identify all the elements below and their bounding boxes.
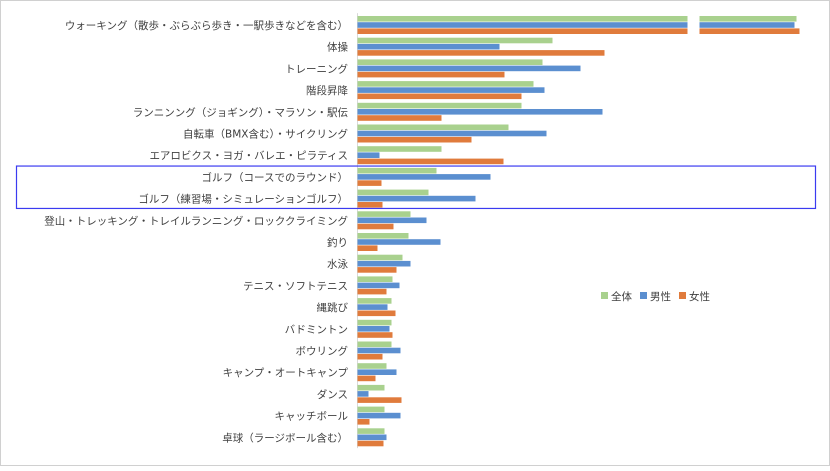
bar-女性	[357, 50, 605, 56]
category-label: エアロビクス・ヨガ・バレエ・ピラティス	[149, 150, 348, 162]
bar-女性	[357, 375, 376, 382]
bar-男性-segment	[699, 22, 795, 28]
category-label: 卓球（ラージボール含む）	[222, 431, 348, 444]
category-label: キャッチボール	[275, 411, 349, 423]
bar-女性	[357, 202, 383, 208]
category-label: 水泳	[327, 258, 348, 271]
bar-女性-segment	[357, 28, 688, 34]
highlight-box	[15, 165, 817, 210]
legend-label: 全体	[611, 290, 632, 303]
bar-全体	[357, 167, 437, 174]
legend-label: 男性	[650, 290, 671, 303]
bar-女性	[357, 353, 383, 360]
bar-男性-segment	[357, 22, 688, 28]
bar-女性	[357, 115, 442, 121]
bar-女性	[357, 332, 393, 338]
bar-男性	[357, 434, 387, 441]
bar-全体	[357, 406, 385, 413]
bar-男性	[357, 195, 476, 202]
bar-男性	[357, 304, 388, 310]
axis-break-mark	[687, 15, 700, 39]
bar-全体	[357, 81, 534, 87]
bar-女性	[357, 419, 370, 425]
bar-女性	[357, 397, 402, 403]
bar-男性	[357, 43, 500, 50]
bar-全体	[357, 428, 385, 434]
bar-全体	[357, 233, 409, 239]
bar-女性	[357, 245, 378, 251]
bar-男性	[357, 326, 390, 332]
bar-男性	[357, 152, 380, 158]
bar-女性	[357, 223, 394, 230]
category-label: ゴルフ（練習場・シミュレーションゴルフ）	[138, 193, 348, 206]
category-label: 縄跳び	[317, 301, 349, 314]
bar-全体	[357, 363, 387, 369]
bar-女性	[357, 288, 387, 295]
legend-label: 女性	[689, 290, 710, 303]
bar-男性	[357, 412, 401, 419]
bar-全体	[357, 146, 442, 152]
bar-全体	[357, 384, 385, 391]
category-label: 釣り	[327, 236, 348, 249]
bar-男性	[357, 109, 603, 115]
category-label: ダンス	[317, 388, 348, 401]
category-label: キャンプ・オートキャンプ	[223, 367, 349, 379]
bar-全体	[357, 102, 522, 109]
bar-男性	[357, 369, 397, 375]
legend-swatch	[679, 292, 686, 299]
category-label: ウォーキング（散歩・ぶらぶら歩き・一駅歩きなどを含む）	[65, 19, 348, 32]
category-label: 階段昇降	[306, 84, 348, 97]
bar-全体	[357, 319, 392, 326]
bar-全体-segment	[699, 16, 797, 22]
category-label: バドミントン	[285, 324, 348, 336]
bar-女性	[357, 71, 505, 78]
bar-男性	[357, 282, 400, 289]
bar-女性	[357, 180, 382, 186]
bar-女性	[357, 310, 396, 317]
bar-男性	[357, 347, 401, 354]
bar-女性	[357, 93, 522, 100]
category-label: トレーニング	[285, 62, 348, 75]
bar-全体	[357, 254, 403, 261]
bar-男性	[357, 174, 491, 180]
bar-全体	[357, 59, 543, 65]
bar-男性	[357, 391, 369, 397]
bar-女性	[357, 440, 384, 447]
bar-男性	[357, 217, 427, 224]
legend-swatch	[640, 292, 647, 299]
bar-女性	[357, 267, 397, 273]
bar-全体	[357, 189, 429, 196]
bar-全体	[357, 37, 553, 44]
bar-全体	[357, 124, 509, 131]
bar-男性	[357, 130, 547, 137]
category-label: 体操	[327, 41, 348, 54]
bar-全体	[357, 298, 392, 304]
bar-全体	[357, 341, 392, 348]
category-label: ボウリング	[296, 345, 349, 358]
bar-男性	[357, 239, 441, 245]
bar-全体	[357, 211, 411, 217]
bar-女性	[357, 136, 472, 143]
bar-全体-segment	[357, 16, 688, 22]
legend-swatch	[601, 292, 608, 299]
bar-男性	[357, 260, 411, 267]
bar-男性	[357, 65, 581, 72]
category-label: 登山・トレッキング・トレイルランニング・ロッククライミング	[44, 214, 348, 227]
category-label: 自転車（BMX含む）・サイクリング	[183, 128, 348, 141]
category-label: ゴルフ（コースでのラウンド）	[202, 171, 348, 184]
category-label: テニス・ソフトテニス	[243, 280, 348, 292]
bar-男性	[357, 87, 545, 93]
bar-女性-segment	[699, 28, 800, 34]
category-label: ランニンング（ジョギング）・マラソン・駅伝	[133, 106, 348, 119]
bar-女性	[357, 158, 504, 165]
bar-全体	[357, 276, 393, 282]
